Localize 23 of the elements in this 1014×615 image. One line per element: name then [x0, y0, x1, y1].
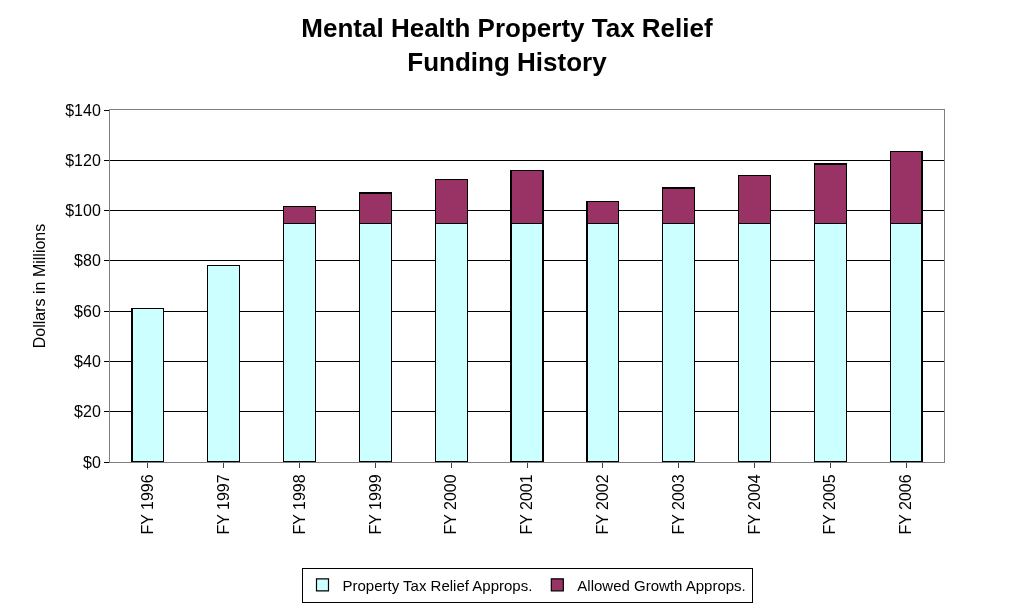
y-tick-label: $20	[74, 403, 101, 421]
chart-title: Mental Health Property Tax Relief Funding History	[301, 12, 713, 77]
y-tick-label: $100	[65, 202, 101, 220]
y-tick-label: $40	[74, 353, 101, 371]
y-tick-label: $0	[83, 453, 101, 471]
x-tick-label: FY 2000	[442, 474, 460, 535]
x-tick-label: FY 1999	[366, 474, 384, 535]
legend-label: Property Tax Relief Approps.	[342, 576, 533, 594]
y-tick-label: $60	[74, 302, 101, 320]
x-tick-label: FY 1998	[290, 474, 308, 535]
x-tick-label: FY 1997	[214, 474, 232, 535]
x-tick-label: FY 2005	[821, 474, 839, 535]
x-tick-label: FY 2002	[594, 474, 612, 535]
x-tick-label: FY 2006	[897, 474, 915, 535]
x-tick-label: FY 1996	[139, 474, 157, 535]
x-tick-label: FY 2003	[669, 474, 687, 535]
y-axis-title: Dollars in Millions	[31, 223, 49, 349]
y-tick-label: $140	[65, 101, 101, 119]
x-tick-label: FY 2001	[518, 474, 536, 535]
x-tick-label: FY 2004	[745, 474, 763, 535]
y-tick-label: $120	[65, 151, 101, 169]
legend-label: Allowed Growth Approps.	[577, 576, 746, 594]
y-tick-label: $80	[74, 252, 101, 270]
